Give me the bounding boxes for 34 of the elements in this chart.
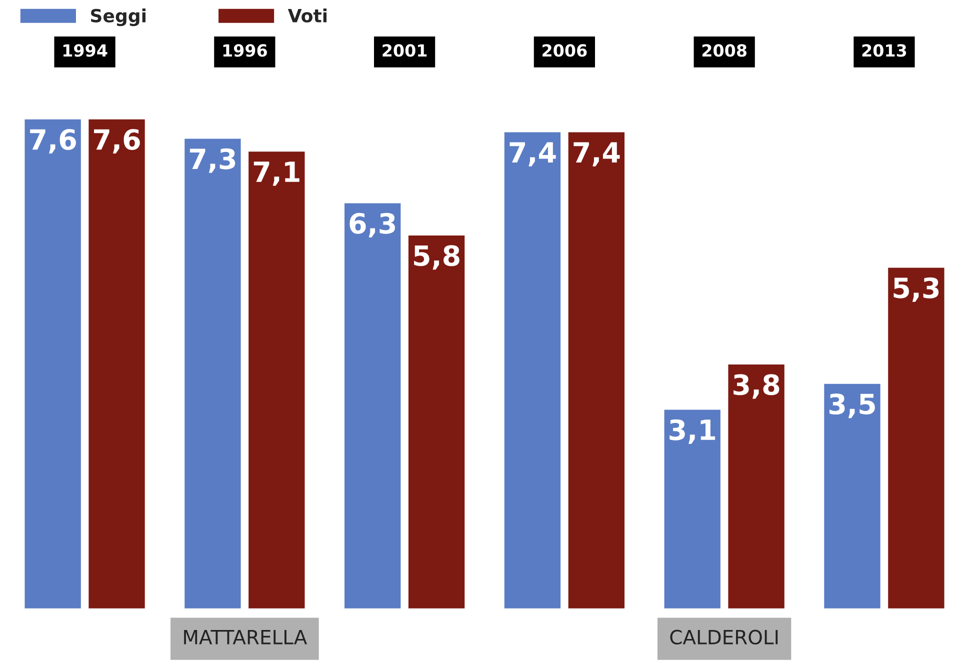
x-tick-label: 2006 xyxy=(542,44,587,57)
legend-label: Voti xyxy=(288,8,327,22)
x-tick-label: 2001 xyxy=(382,44,427,57)
data-label: 3,8 xyxy=(734,374,780,399)
data-label: 7,4 xyxy=(574,142,620,166)
x-tick-label: 1996 xyxy=(223,44,267,57)
x-tick-label: 2013 xyxy=(862,44,906,57)
bar xyxy=(407,234,466,610)
bar xyxy=(183,137,242,610)
data-label: 5,3 xyxy=(894,277,939,302)
bar xyxy=(726,363,786,610)
data-label: 7,1 xyxy=(254,162,300,186)
bar xyxy=(822,382,882,610)
bar xyxy=(886,266,946,610)
legend-label: Seggi xyxy=(91,8,146,26)
x-tick-label: 2008 xyxy=(702,44,746,57)
data-label: 3,5 xyxy=(829,394,875,418)
bar xyxy=(662,408,722,610)
data-label: 3,1 xyxy=(670,419,716,444)
bar xyxy=(502,130,562,610)
bar xyxy=(566,130,626,610)
data-label: 7,3 xyxy=(190,148,236,173)
data-label: 6,3 xyxy=(350,212,395,238)
data-label: 5,8 xyxy=(414,245,460,270)
data-label: 7,6 xyxy=(30,128,76,154)
data-label: 7,6 xyxy=(94,128,140,154)
text: MATTARELLA xyxy=(184,630,307,644)
bar xyxy=(247,150,306,610)
bar xyxy=(23,118,82,610)
text: CALDEROLI xyxy=(670,630,778,644)
data-label: 7,4 xyxy=(510,142,556,166)
bar xyxy=(343,202,402,610)
x-tick-label: 1994 xyxy=(63,44,108,57)
bar xyxy=(87,118,146,610)
